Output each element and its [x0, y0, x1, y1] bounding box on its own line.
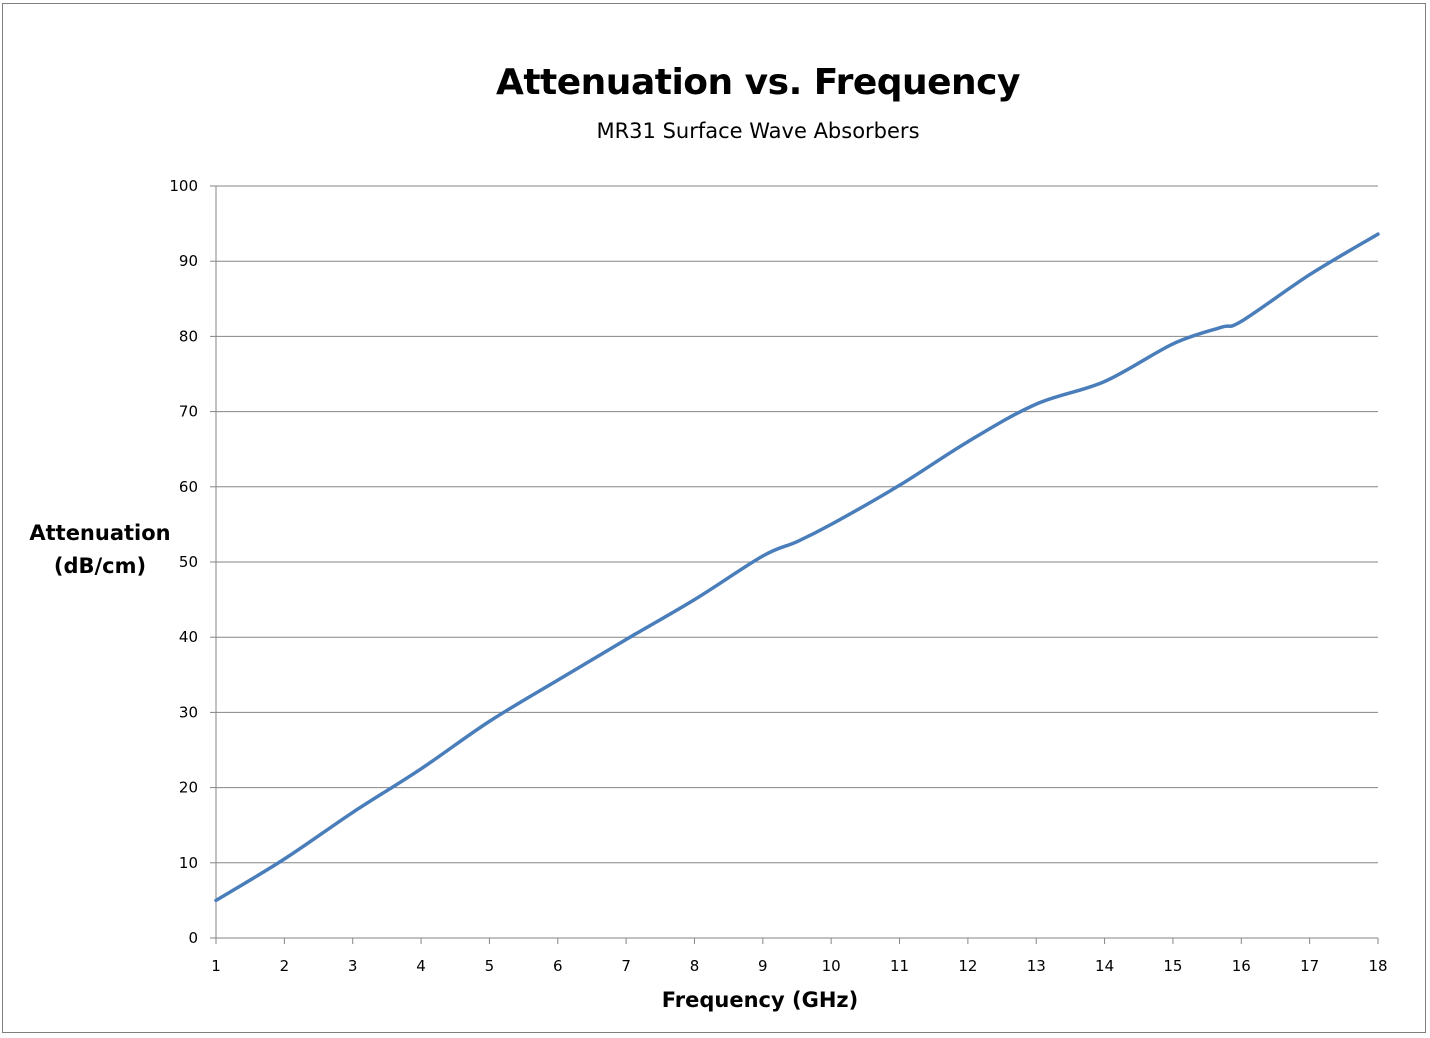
x-tick-label: 6 [553, 957, 563, 975]
x-tick-label: 13 [1027, 957, 1046, 975]
x-tick-label: 5 [485, 957, 495, 975]
x-tick-label: 4 [416, 957, 426, 975]
series-layer [214, 232, 1380, 903]
chart-subtitle: MR31 Surface Wave Absorbers [596, 119, 920, 143]
chart-title: Attenuation vs. Frequency [495, 62, 1021, 103]
x-tick-label: 11 [890, 957, 909, 975]
grid-lines [216, 185, 1378, 864]
x-tick-label: 15 [1163, 957, 1182, 975]
y-tick-label: 0 [188, 929, 198, 947]
y-tick-label: 20 [179, 779, 198, 797]
x-tick-label: 14 [1095, 957, 1114, 975]
y-tick-label: 100 [169, 177, 198, 195]
y-axis-label: Attenuation (dB/cm) [20, 517, 180, 583]
x-tick-label: 7 [621, 957, 631, 975]
y-axis-label-line1: Attenuation [29, 521, 171, 545]
x-tick-label: 18 [1368, 957, 1387, 975]
x-tick-label: 9 [758, 957, 768, 975]
x-tick-label: 17 [1300, 957, 1319, 975]
y-tick-label: 70 [179, 403, 198, 421]
y-tick-label: 80 [179, 327, 198, 345]
chart-frame [2, 3, 1426, 1033]
y-tick-label: 30 [179, 703, 198, 721]
series-line [214, 232, 1380, 903]
x-tick-label: 16 [1232, 957, 1251, 975]
y-tick-label: 50 [179, 553, 198, 571]
y-axis-label-line2: (dB/cm) [53, 554, 147, 578]
x-tick-label: 3 [348, 957, 358, 975]
x-axis-label: Frequency (GHz) [661, 988, 859, 1012]
y-tick-label: 90 [179, 252, 198, 270]
x-tick-label: 2 [280, 957, 290, 975]
x-tick-label: 10 [822, 957, 841, 975]
x-tick-label: 1 [211, 957, 221, 975]
x-tick-label: 8 [690, 957, 700, 975]
y-tick-label: 40 [179, 628, 198, 646]
x-tick-label: 12 [958, 957, 977, 975]
y-tick-label: 10 [179, 854, 198, 872]
y-tick-label: 60 [179, 478, 198, 496]
